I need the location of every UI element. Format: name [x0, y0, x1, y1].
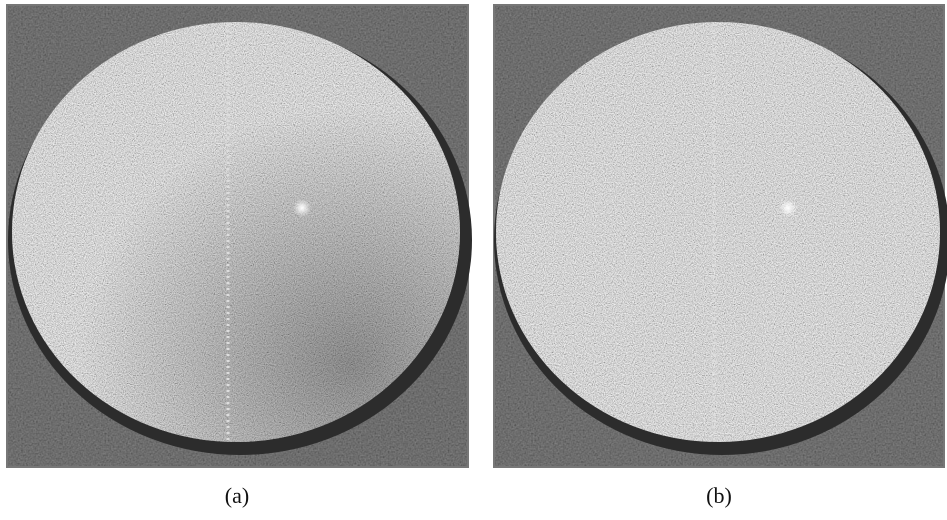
panel-label: (a): [225, 483, 249, 508]
panel-a: (a): [6, 4, 472, 508]
bright-spot: [293, 199, 311, 217]
panel-label: (b): [706, 483, 732, 508]
speckle: [496, 22, 940, 442]
bright-spot: [779, 199, 797, 217]
panel-b: (b): [493, 4, 947, 508]
